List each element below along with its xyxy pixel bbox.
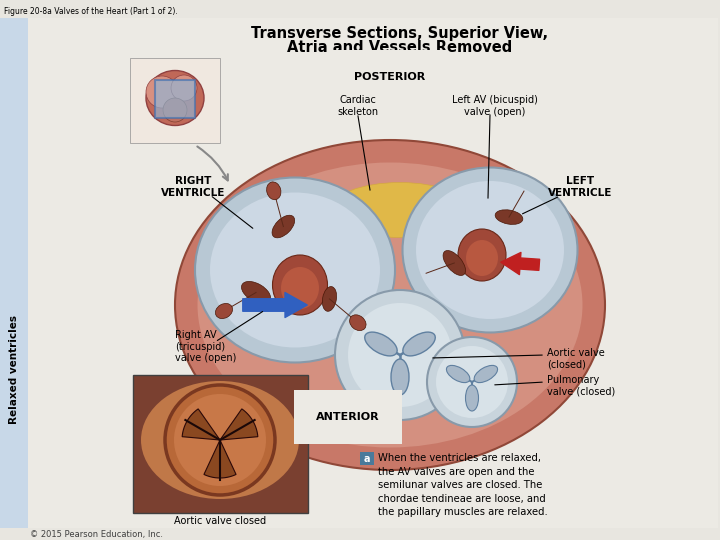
Polygon shape: [182, 409, 220, 440]
Bar: [0, 18, 28, 528]
Ellipse shape: [215, 303, 233, 319]
Ellipse shape: [323, 287, 336, 311]
Text: POSTERIOR: POSTERIOR: [354, 72, 426, 82]
Ellipse shape: [272, 215, 294, 238]
Ellipse shape: [466, 240, 498, 276]
Text: Aortic valve closed: Aortic valve closed: [174, 516, 266, 526]
Text: Aortic valve
(closed): Aortic valve (closed): [547, 348, 605, 369]
Ellipse shape: [495, 210, 523, 225]
Polygon shape: [204, 440, 236, 478]
FancyArrowPatch shape: [501, 252, 539, 275]
Circle shape: [436, 346, 508, 418]
Text: Right AV
(tricuspid)
valve (open): Right AV (tricuspid) valve (open): [175, 330, 236, 363]
Text: When the ventricles are relaxed,
the AV valves are open and the
semilunar valves: When the ventricles are relaxed, the AV …: [378, 453, 548, 517]
Polygon shape: [220, 409, 258, 440]
Text: © 2015 Pearson Education, Inc.: © 2015 Pearson Education, Inc.: [30, 530, 163, 539]
Ellipse shape: [272, 255, 328, 315]
Ellipse shape: [330, 183, 470, 238]
Ellipse shape: [458, 229, 506, 281]
Ellipse shape: [474, 366, 498, 383]
Bar: [360, 452, 374, 465]
Circle shape: [146, 76, 178, 108]
Ellipse shape: [402, 332, 436, 356]
Circle shape: [427, 337, 517, 427]
Ellipse shape: [197, 163, 582, 448]
Ellipse shape: [175, 140, 605, 470]
Circle shape: [174, 394, 266, 486]
Ellipse shape: [195, 178, 395, 362]
Ellipse shape: [466, 385, 479, 411]
Bar: [155, 80, 195, 118]
Ellipse shape: [391, 359, 409, 395]
Ellipse shape: [350, 315, 366, 330]
Ellipse shape: [146, 71, 204, 125]
Text: Relaxed ventricles: Relaxed ventricles: [9, 315, 19, 424]
Text: Figure 20-8a Valves of the Heart (Part 1 of 2).: Figure 20-8a Valves of the Heart (Part 1…: [4, 7, 178, 16]
FancyArrowPatch shape: [243, 293, 307, 318]
Ellipse shape: [141, 381, 299, 499]
Circle shape: [348, 303, 452, 407]
Text: Atria and Vessels Removed: Atria and Vessels Removed: [287, 40, 513, 55]
Bar: [133, 375, 308, 513]
Ellipse shape: [266, 182, 281, 200]
Ellipse shape: [402, 167, 577, 333]
Ellipse shape: [416, 181, 564, 319]
Ellipse shape: [486, 251, 554, 299]
Circle shape: [171, 75, 197, 101]
Ellipse shape: [443, 251, 466, 275]
Text: Pulmonary
valve (closed): Pulmonary valve (closed): [547, 375, 616, 396]
Text: Cardiac
skeleton: Cardiac skeleton: [338, 95, 379, 117]
Text: Transverse Sections, Superior View,: Transverse Sections, Superior View,: [251, 26, 549, 41]
Ellipse shape: [228, 249, 292, 291]
Ellipse shape: [365, 332, 397, 356]
Text: Left AV (bicuspid)
valve (open): Left AV (bicuspid) valve (open): [452, 95, 538, 117]
Text: a: a: [364, 454, 370, 464]
Bar: [130, 58, 220, 143]
Text: ANTERIOR: ANTERIOR: [316, 412, 380, 422]
Circle shape: [165, 385, 275, 495]
Ellipse shape: [281, 267, 319, 309]
Circle shape: [335, 290, 465, 420]
Circle shape: [163, 98, 187, 122]
Text: LEFT
VENTRICLE: LEFT VENTRICLE: [548, 176, 612, 198]
Ellipse shape: [210, 192, 380, 348]
Ellipse shape: [241, 281, 271, 303]
Ellipse shape: [446, 366, 470, 383]
Text: RIGHT
VENTRICLE: RIGHT VENTRICLE: [161, 176, 225, 198]
